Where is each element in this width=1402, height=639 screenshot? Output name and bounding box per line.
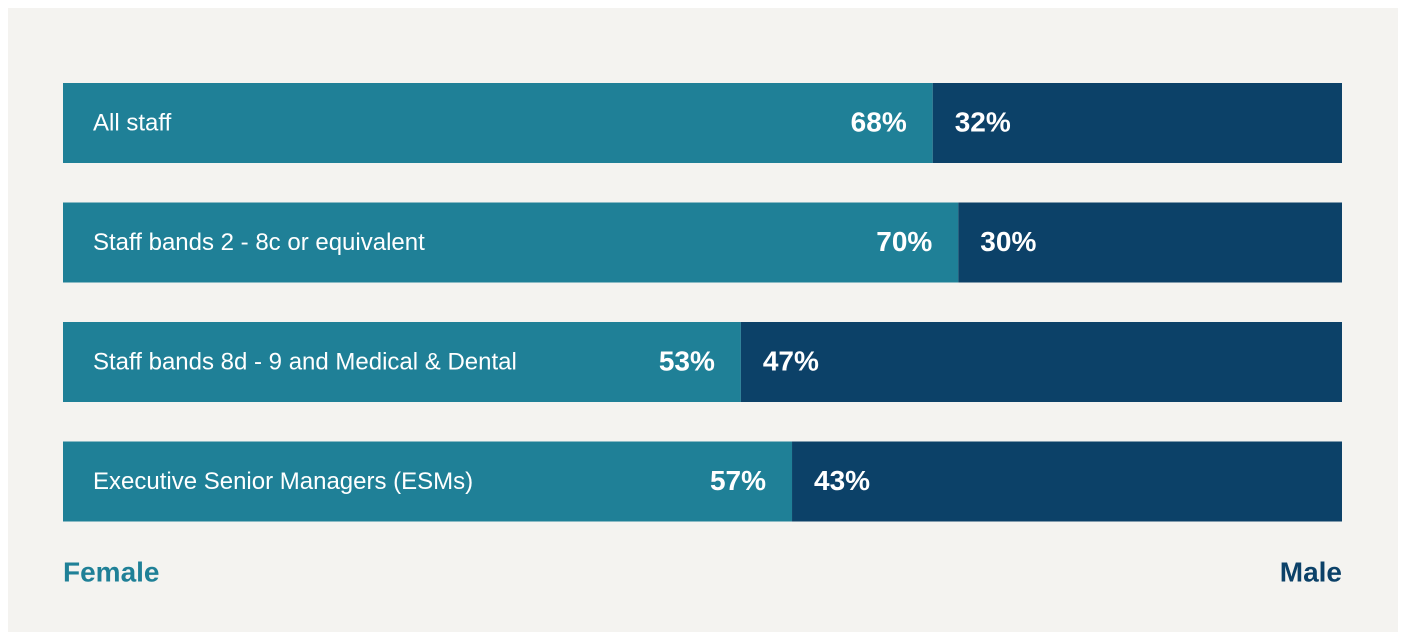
value-label: 68% — [851, 106, 907, 137]
value-label: 32% — [955, 106, 1011, 137]
value-label: 57% — [710, 465, 766, 496]
category-label: All staff — [93, 109, 172, 136]
bar-segment — [63, 441, 793, 522]
value-label: 43% — [814, 465, 870, 496]
category-label: Executive Senior Managers (ESMs) — [93, 468, 473, 495]
bar-segment — [792, 441, 1342, 522]
bar-segment — [958, 202, 1342, 283]
bar-segment — [740, 322, 1342, 402]
value-label: 47% — [763, 345, 819, 376]
bar-segment — [932, 83, 1342, 163]
value-label: 30% — [980, 226, 1036, 257]
value-label: 53% — [659, 345, 715, 376]
bar-segment — [63, 322, 741, 402]
bar-segment — [63, 83, 933, 163]
value-label: 70% — [876, 226, 932, 257]
bar-segment — [63, 202, 959, 283]
legend-label: Male — [1280, 556, 1342, 587]
category-label: Staff bands 8d - 9 and Medical & Dental — [93, 348, 517, 375]
legend-label: Female — [63, 556, 160, 587]
category-label: Staff bands 2 - 8c or equivalent — [93, 229, 425, 256]
